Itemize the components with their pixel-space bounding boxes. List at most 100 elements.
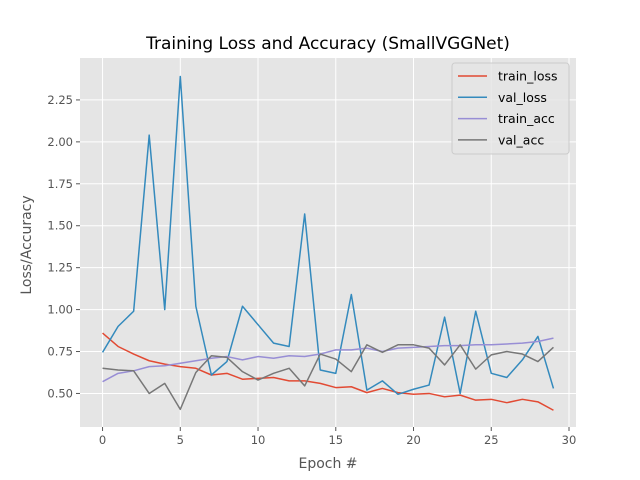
- data-point-train-acc: [490, 344, 492, 346]
- data-point-train-loss: [366, 392, 368, 394]
- data-point-val-acc: [164, 383, 166, 385]
- data-point-train-acc: [288, 355, 290, 357]
- data-point-val-loss: [335, 373, 337, 375]
- data-point-val-loss: [288, 346, 290, 348]
- data-point-val-loss: [179, 76, 181, 78]
- series-line-val-loss: [101, 75, 555, 396]
- data-point-train-loss: [319, 383, 321, 385]
- data-point-val-loss: [273, 342, 275, 344]
- data-point-train-acc: [537, 341, 539, 343]
- data-point-train-acc: [257, 356, 259, 358]
- data-point-train-acc: [179, 362, 181, 364]
- data-point-train-loss: [444, 396, 446, 398]
- data-point-val-acc: [195, 372, 197, 374]
- data-point-train-loss: [413, 393, 415, 395]
- data-point-val-loss: [475, 310, 477, 312]
- data-point-val-loss: [226, 361, 228, 363]
- data-point-val-acc: [117, 369, 119, 371]
- data-point-val-loss: [242, 305, 244, 307]
- data-point-train-acc: [273, 357, 275, 359]
- data-point-val-acc: [490, 354, 492, 356]
- data-point-val-acc: [179, 409, 181, 411]
- data-point-train-acc: [242, 359, 244, 361]
- x-tick-label: 30: [562, 433, 577, 447]
- y-tick-label: 1.75: [47, 177, 73, 191]
- data-point-train-loss: [382, 388, 384, 390]
- data-point-val-acc: [413, 344, 415, 346]
- legend-label: train_loss: [498, 69, 558, 84]
- data-point-train-acc: [351, 349, 353, 351]
- data-point-train-loss: [273, 377, 275, 379]
- ticks: 0 5 10 15 20 25 30 0.50 0.75 1.00 1.25 1.50 1.75 2.00…: [47, 93, 576, 447]
- data-point-val-acc: [133, 370, 135, 372]
- x-axis-label: Epoch #: [298, 456, 357, 472]
- data-point-val-loss: [382, 380, 384, 382]
- data-point-train-acc: [366, 347, 368, 349]
- data-point-train-loss: [351, 386, 353, 388]
- data-point-train-loss: [164, 363, 166, 365]
- data-point-val-acc: [366, 344, 368, 346]
- data-point-val-loss: [117, 326, 119, 328]
- data-point-val-loss: [148, 134, 150, 136]
- data-point-val-loss: [553, 388, 555, 390]
- data-point-val-loss: [397, 393, 399, 395]
- data-point-val-acc: [335, 358, 337, 360]
- data-point-train-loss: [102, 332, 104, 334]
- y-axis-label: Loss/Accuracy: [19, 195, 35, 294]
- data-point-val-acc: [522, 353, 524, 355]
- data-point-train-acc: [553, 337, 555, 339]
- data-point-train-acc: [397, 347, 399, 349]
- data-point-train-loss: [133, 353, 135, 355]
- data-point-val-acc: [288, 367, 290, 369]
- data-point-val-acc: [226, 357, 228, 359]
- grid: [80, 58, 576, 427]
- data-point-val-acc: [553, 347, 555, 349]
- data-point-train-acc: [506, 343, 508, 345]
- data-point-train-loss: [475, 399, 477, 401]
- data-point-val-acc: [459, 344, 461, 346]
- data-point-val-loss: [257, 324, 259, 326]
- data-point-train-acc: [102, 381, 104, 383]
- data-point-train-acc: [444, 345, 446, 347]
- data-point-train-acc: [335, 349, 337, 351]
- data-point-val-loss: [304, 213, 306, 215]
- x-tick-label: 5: [177, 433, 184, 447]
- data-point-val-loss: [413, 388, 415, 390]
- data-point-val-acc: [428, 347, 430, 349]
- data-point-train-loss: [553, 409, 555, 411]
- data-point-val-acc: [148, 393, 150, 395]
- data-point-val-acc: [242, 371, 244, 373]
- data-point-val-acc: [319, 353, 321, 355]
- data-point-val-loss: [537, 336, 539, 338]
- data-point-val-acc: [397, 344, 399, 346]
- data-point-val-loss: [351, 294, 353, 296]
- data-point-train-acc: [475, 344, 477, 346]
- x-tick-label: 0: [99, 433, 106, 447]
- data-point-train-loss: [490, 399, 492, 401]
- data-point-val-acc: [257, 379, 259, 381]
- data-point-train-loss: [226, 373, 228, 375]
- data-point-train-acc: [195, 360, 197, 362]
- data-point-train-loss: [428, 393, 430, 395]
- series-lines: [101, 75, 555, 411]
- series-line-train-loss: [102, 332, 554, 411]
- data-point-val-loss: [459, 393, 461, 395]
- data-point-train-loss: [537, 401, 539, 403]
- data-point-train-acc: [117, 373, 119, 375]
- data-point-val-acc: [506, 351, 508, 353]
- data-point-val-loss: [428, 384, 430, 386]
- y-tick-label: 2.00: [47, 135, 73, 149]
- data-point-val-loss: [164, 309, 166, 311]
- data-point-train-acc: [428, 346, 430, 348]
- data-point-train-acc: [522, 342, 524, 344]
- data-point-val-acc: [211, 355, 213, 357]
- y-tick-label: 1.50: [47, 219, 73, 233]
- legend-label: val_loss: [498, 90, 547, 105]
- data-point-val-loss: [102, 352, 104, 354]
- data-point-train-loss: [117, 346, 119, 348]
- data-point-val-loss: [366, 389, 368, 391]
- data-point-val-acc: [475, 368, 477, 370]
- data-point-train-loss: [506, 402, 508, 404]
- data-point-train-loss: [459, 394, 461, 396]
